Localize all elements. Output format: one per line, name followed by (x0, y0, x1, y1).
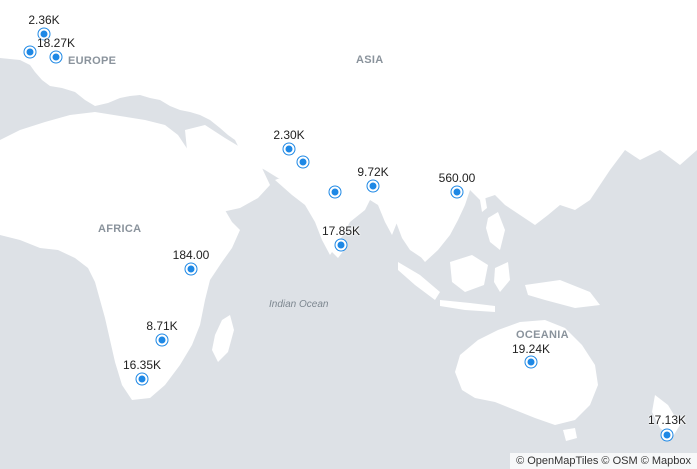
new-guinea (525, 280, 600, 308)
madagascar (212, 315, 234, 362)
marker-value-label: 16.35K (122, 358, 162, 372)
borneo (450, 255, 488, 292)
map-marker[interactable] (156, 334, 168, 346)
marker-value-label: 19.24K (511, 342, 551, 356)
map-marker[interactable] (297, 156, 309, 168)
map-marker[interactable] (24, 46, 36, 58)
australia-landmass (455, 320, 598, 425)
eurasia-landmass (0, 0, 697, 262)
map-marker[interactable] (283, 143, 295, 155)
ocean-label-indian: Indian Ocean (269, 299, 329, 310)
region-label-europe: EUROPE (68, 55, 117, 67)
map-marker[interactable] (451, 186, 463, 198)
africa-landmass (0, 112, 240, 400)
map-marker[interactable] (329, 186, 341, 198)
region-label-asia: ASIA (356, 54, 384, 66)
marker-value-label: 2.36K (28, 13, 60, 27)
region-label-africa: AFRICA (98, 223, 142, 235)
map-marker[interactable] (335, 239, 347, 251)
marker-value-label: 2.30K (273, 128, 305, 142)
japan (510, 52, 560, 148)
southeast-asia (395, 200, 440, 258)
map-marker[interactable] (367, 180, 379, 192)
region-label-oceania: OCEANIA (516, 329, 569, 341)
map-marker[interactable] (136, 373, 148, 385)
java (440, 300, 495, 312)
map-marker[interactable] (50, 51, 62, 63)
marker-value-label: 8.71K (146, 319, 178, 333)
map-marker[interactable] (185, 263, 197, 275)
indian-subcontinent (275, 172, 372, 255)
map-attribution[interactable]: © OpenMapTiles © OSM © Mapbox (510, 453, 697, 469)
marker-value-label: 18.27K (36, 36, 76, 50)
marker-value-label: 560.00 (438, 171, 476, 185)
map-marker[interactable] (38, 28, 50, 40)
marker-value-label: 17.13K (647, 413, 687, 427)
sumatra (398, 262, 440, 300)
marker-value-label: 184.00 (172, 248, 210, 262)
map-marker[interactable] (661, 429, 673, 441)
sulawesi (494, 262, 510, 292)
marker-value-label: 17.85K (321, 224, 361, 238)
map-marker[interactable] (525, 356, 537, 368)
taiwan (480, 196, 487, 212)
marker-value-label: 9.72K (357, 165, 389, 179)
new-zealand (652, 395, 680, 438)
tasmania (563, 428, 577, 441)
philippines (486, 212, 505, 250)
